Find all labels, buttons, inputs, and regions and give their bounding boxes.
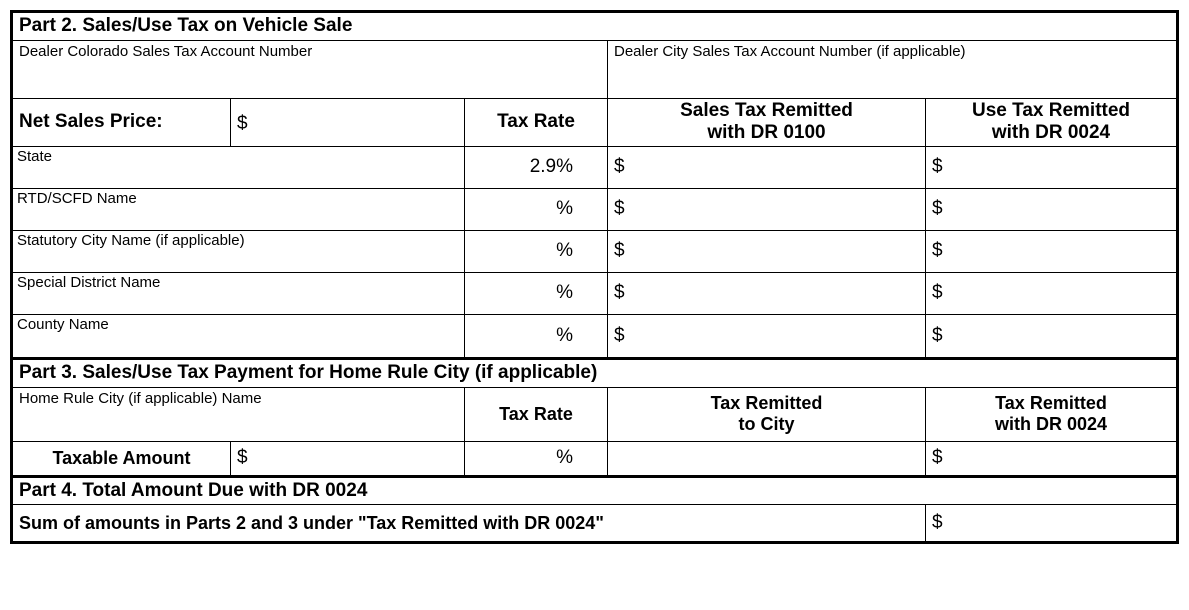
tax-row-rate: % bbox=[465, 231, 608, 272]
net-sales-price-label: Net Sales Price: bbox=[13, 99, 231, 146]
use-remitted-header: Use Tax Remitted with DR 0024 bbox=[926, 99, 1176, 146]
tax-row-rate: % bbox=[465, 189, 608, 230]
part3-col2-l1: Tax Remitted bbox=[995, 393, 1107, 413]
net-sales-header-row: Net Sales Price: $ Tax Rate Sales Tax Re… bbox=[13, 99, 1176, 147]
tax-row-label-block: Statutory City Name (if applicable) bbox=[13, 231, 465, 272]
tax-row-rate: 2.9% bbox=[465, 147, 608, 188]
tax-row-label: County Name bbox=[17, 316, 109, 333]
dealer-account-row: Dealer Colorado Sales Tax Account Number… bbox=[13, 41, 1176, 99]
tax-row: County Name%$$ bbox=[13, 315, 1176, 357]
taxable-amount-rate: % bbox=[465, 442, 608, 475]
tax-row-rate: % bbox=[465, 273, 608, 314]
home-rule-city-label: Home Rule City (if applicable) Name bbox=[13, 388, 465, 441]
tax-row-sales: $ bbox=[608, 231, 926, 272]
taxable-remitted-city bbox=[608, 442, 926, 475]
taxable-amount-label: Taxable Amount bbox=[13, 442, 231, 475]
tax-row-rate: % bbox=[465, 315, 608, 357]
tax-row-sales: $ bbox=[608, 315, 926, 357]
tax-row-use: $ bbox=[926, 273, 1176, 314]
part3-col1-l2: to City bbox=[738, 414, 794, 434]
part3-remitted-dr0024-header: Tax Remitted with DR 0024 bbox=[926, 388, 1176, 441]
tax-row-label: Statutory City Name (if applicable) bbox=[17, 232, 245, 249]
tax-row: Special District Name%$$ bbox=[13, 273, 1176, 315]
tax-row-label-block: RTD/SCFD Name bbox=[13, 189, 465, 230]
part3-header-row: Home Rule City (if applicable) Name Tax … bbox=[13, 388, 1176, 442]
tax-row-sales: $ bbox=[608, 273, 926, 314]
tax-row-label: RTD/SCFD Name bbox=[17, 190, 137, 207]
tax-row-sales: $ bbox=[608, 189, 926, 230]
tax-row: RTD/SCFD Name%$$ bbox=[13, 189, 1176, 231]
tax-row-use: $ bbox=[926, 231, 1176, 272]
taxable-remitted-dr0024: $ bbox=[926, 442, 1176, 475]
taxable-amount-row: Taxable Amount $ % $ bbox=[13, 442, 1176, 478]
tax-form: Part 2. Sales/Use Tax on Vehicle Sale De… bbox=[10, 10, 1179, 544]
dealer-city-account-label: Dealer City Sales Tax Account Number (if… bbox=[608, 41, 1176, 98]
net-sales-price-value: $ bbox=[231, 99, 465, 146]
dealer-co-account-label: Dealer Colorado Sales Tax Account Number bbox=[13, 41, 608, 98]
sales-remitted-header-l1: Sales Tax Remitted bbox=[680, 100, 853, 121]
part2-header: Part 2. Sales/Use Tax on Vehicle Sale bbox=[13, 13, 1176, 41]
sum-row: Sum of amounts in Parts 2 and 3 under "T… bbox=[13, 505, 1176, 541]
sales-remitted-header: Sales Tax Remitted with DR 0100 bbox=[608, 99, 926, 146]
tax-row-label-block: State bbox=[13, 147, 465, 188]
use-remitted-header-l2: with DR 0024 bbox=[992, 122, 1110, 143]
tax-row: State2.9%$$ bbox=[13, 147, 1176, 189]
tax-row-use: $ bbox=[926, 189, 1176, 230]
part3-remitted-city-header: Tax Remitted to City bbox=[608, 388, 926, 441]
sum-label: Sum of amounts in Parts 2 and 3 under "T… bbox=[13, 505, 926, 541]
part4-header: Part 4. Total Amount Due with DR 0024 bbox=[13, 478, 1176, 506]
sum-value: $ bbox=[926, 505, 1176, 541]
tax-row-label: State bbox=[17, 148, 52, 165]
part3-col1-l1: Tax Remitted bbox=[711, 393, 823, 413]
tax-row-use: $ bbox=[926, 147, 1176, 188]
tax-row-label: Special District Name bbox=[17, 274, 160, 291]
part3-header: Part 3. Sales/Use Tax Payment for Home R… bbox=[13, 357, 1176, 388]
tax-rate-header: Tax Rate bbox=[465, 99, 608, 146]
tax-row-sales: $ bbox=[608, 147, 926, 188]
use-remitted-header-l1: Use Tax Remitted bbox=[972, 100, 1130, 121]
part3-tax-rate-header: Tax Rate bbox=[465, 388, 608, 441]
sales-remitted-header-l2: with DR 0100 bbox=[707, 122, 825, 143]
tax-row: Statutory City Name (if applicable)%$$ bbox=[13, 231, 1176, 273]
tax-row-use: $ bbox=[926, 315, 1176, 357]
part3-col2-l2: with DR 0024 bbox=[995, 414, 1107, 434]
taxable-amount-value: $ bbox=[231, 442, 465, 475]
tax-row-label-block: County Name bbox=[13, 315, 465, 357]
tax-row-label-block: Special District Name bbox=[13, 273, 465, 314]
